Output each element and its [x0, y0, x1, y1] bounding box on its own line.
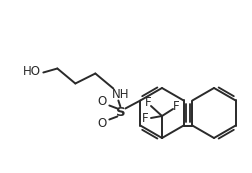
Text: HO: HO — [23, 65, 41, 78]
Text: F: F — [144, 97, 151, 110]
Text: F: F — [141, 112, 148, 125]
Text: O: O — [97, 117, 106, 130]
Text: O: O — [97, 95, 106, 108]
Text: NH: NH — [111, 88, 129, 101]
Text: S: S — [115, 106, 125, 119]
Text: F: F — [172, 99, 179, 112]
